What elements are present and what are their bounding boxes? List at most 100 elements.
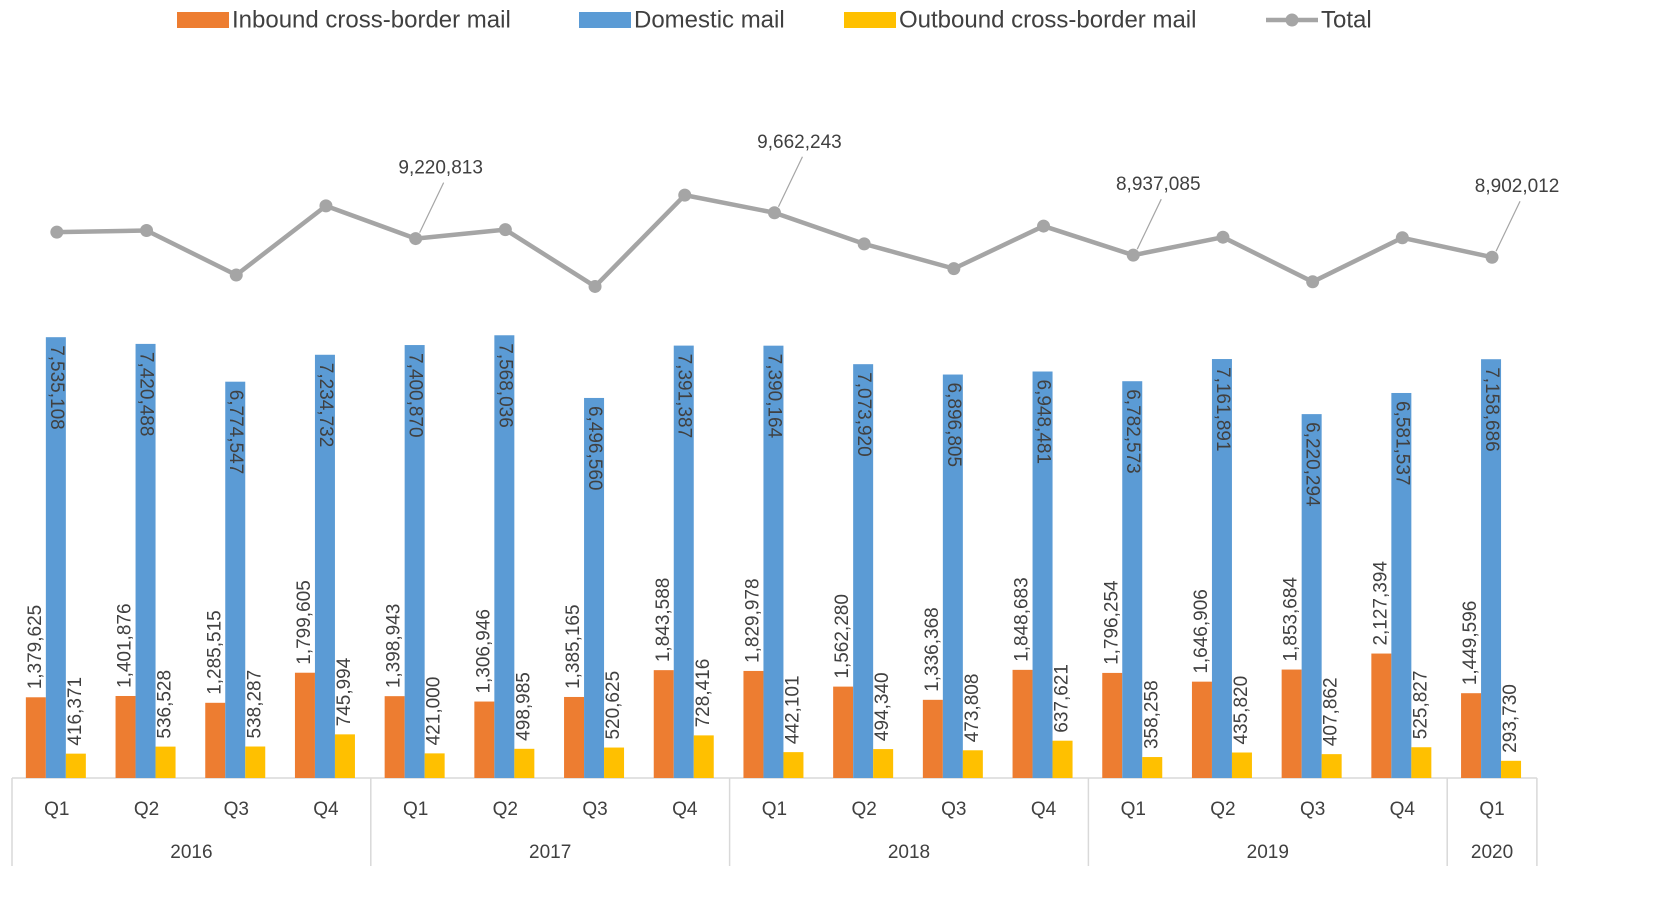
- bar: [1032, 371, 1053, 778]
- x-tick-label: Q2: [851, 799, 876, 820]
- x-tick-label: Q4: [672, 799, 698, 820]
- data-label: 7,234,732: [315, 363, 336, 448]
- data-label: 1,449,596: [1460, 601, 1481, 686]
- bar: [25, 697, 46, 778]
- bar: [783, 752, 804, 778]
- data-label: 7,390,164: [763, 354, 784, 439]
- bar: [942, 374, 963, 778]
- bar: [564, 696, 585, 778]
- bar: [604, 747, 625, 778]
- data-label: 407,862: [1321, 677, 1342, 746]
- data-label: 520,625: [603, 671, 624, 740]
- bar: [245, 746, 266, 778]
- line-marker: [50, 225, 64, 239]
- data-label: 6,782,573: [1122, 389, 1143, 474]
- data-label: 1,829,978: [742, 578, 763, 663]
- line-marker: [1126, 248, 1140, 262]
- data-label: 6,496,560: [584, 406, 605, 491]
- data-label: 1,401,876: [115, 603, 136, 688]
- legend-label: Total: [1321, 6, 1372, 33]
- data-label: 525,827: [1410, 671, 1431, 740]
- legend-swatch: [177, 12, 229, 28]
- bar: [1012, 669, 1033, 778]
- bar: [1052, 740, 1073, 778]
- line-marker: [229, 268, 243, 282]
- line-marker: [1306, 275, 1320, 289]
- data-label: 1,853,684: [1281, 577, 1302, 662]
- x-tick-label: Q1: [1479, 799, 1504, 820]
- bar: [873, 749, 894, 778]
- bar: [294, 672, 315, 778]
- bar: [853, 364, 874, 778]
- data-label: 7,391,387: [674, 354, 695, 439]
- line-marker: [857, 237, 871, 251]
- x-tick-label: Q4: [1390, 799, 1416, 820]
- data-label: 1,385,165: [563, 604, 584, 689]
- data-label: 421,000: [424, 677, 445, 746]
- data-label: 1,562,280: [832, 594, 853, 679]
- group-label: 2019: [1247, 842, 1289, 863]
- data-label: 538,287: [244, 670, 265, 739]
- data-label: 7,158,686: [1481, 367, 1502, 452]
- data-label: 637,621: [1052, 664, 1073, 733]
- bar: [404, 345, 425, 778]
- data-label: 7,535,108: [46, 345, 67, 430]
- bar: [1461, 693, 1482, 778]
- x-tick-label: Q1: [762, 799, 787, 820]
- data-label: 1,843,588: [653, 578, 674, 663]
- bar: [474, 701, 495, 778]
- data-label: 498,985: [513, 672, 534, 741]
- data-label: 7,161,891: [1212, 367, 1233, 452]
- legend-swatch: [1285, 13, 1299, 27]
- data-label: 1,285,515: [204, 610, 225, 695]
- line-marker: [140, 224, 154, 238]
- data-label: 435,820: [1231, 676, 1252, 745]
- x-tick-label: Q2: [134, 799, 159, 820]
- data-label: 416,371: [65, 677, 86, 746]
- bar: [424, 753, 445, 778]
- data-label: 6,774,547: [225, 390, 246, 475]
- bar: [1391, 392, 1412, 778]
- x-tick-label: Q3: [224, 799, 249, 820]
- data-label: 536,528: [155, 670, 176, 739]
- data-label: 1,646,906: [1191, 589, 1212, 674]
- group-label: 2017: [529, 842, 571, 863]
- x-tick-label: Q1: [403, 799, 428, 820]
- data-label: 7,420,488: [136, 352, 157, 437]
- bar: [1411, 747, 1432, 778]
- bar: [922, 699, 943, 778]
- data-label: 1,796,254: [1101, 580, 1122, 665]
- bar: [1371, 653, 1392, 778]
- x-tick-label: Q4: [1031, 799, 1057, 820]
- x-tick-label: Q2: [493, 799, 518, 820]
- x-tick-label: Q3: [941, 799, 966, 820]
- bar: [1281, 669, 1302, 778]
- legend-label: Outbound cross-border mail: [899, 6, 1196, 33]
- line-marker: [947, 262, 961, 276]
- data-label: 473,808: [962, 674, 983, 743]
- data-label: 1,848,683: [1012, 577, 1033, 662]
- line-marker: [1037, 219, 1051, 233]
- data-label: 8,902,012: [1475, 176, 1560, 197]
- data-label: 1,336,368: [922, 607, 943, 692]
- bar: [1301, 414, 1322, 778]
- line-marker: [1485, 250, 1499, 264]
- data-label: 494,340: [872, 672, 893, 741]
- x-tick-label: Q3: [1300, 799, 1325, 820]
- data-label: 1,799,605: [294, 580, 315, 665]
- bar: [1501, 760, 1522, 778]
- bar: [584, 397, 605, 778]
- line-marker: [1395, 231, 1409, 245]
- data-label: 6,220,294: [1302, 422, 1323, 507]
- x-tick-label: Q3: [582, 799, 607, 820]
- data-label: 1,306,946: [473, 609, 494, 694]
- data-label: 7,568,036: [494, 343, 515, 428]
- bar: [1321, 754, 1342, 778]
- bar: [205, 702, 226, 778]
- bar: [1142, 757, 1163, 778]
- leader-line: [1495, 200, 1521, 252]
- bar: [45, 337, 66, 778]
- data-label: 6,948,481: [1033, 380, 1054, 465]
